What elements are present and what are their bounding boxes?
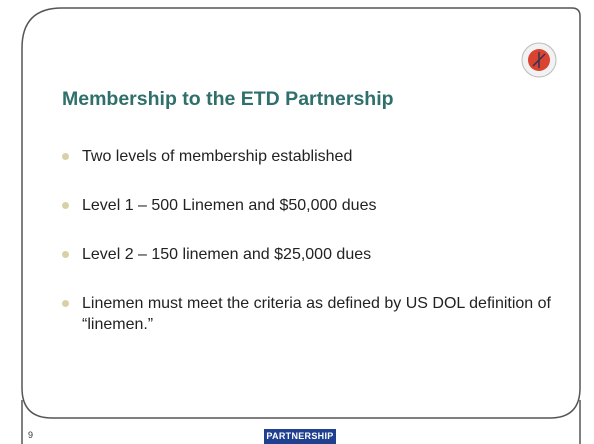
emblem (521, 42, 557, 78)
page-number: 9 (28, 430, 34, 440)
slide-title: Membership to the ETD Partnership (62, 88, 394, 110)
bullet: Linemen must meet the criteria as define… (62, 293, 562, 335)
bullet-list: Two levels of membership established Leve… (62, 146, 562, 363)
bullet: Two levels of membership established (62, 146, 562, 167)
emblem-figure (532, 52, 546, 68)
bullet: Level 2 – 150 linemen and $25,000 dues (62, 244, 562, 265)
frame-border (21, 7, 581, 419)
footer-logo: PARTNERSHIP (264, 429, 336, 444)
bullet: Level 1 – 500 Linemen and $50,000 dues (62, 195, 562, 216)
